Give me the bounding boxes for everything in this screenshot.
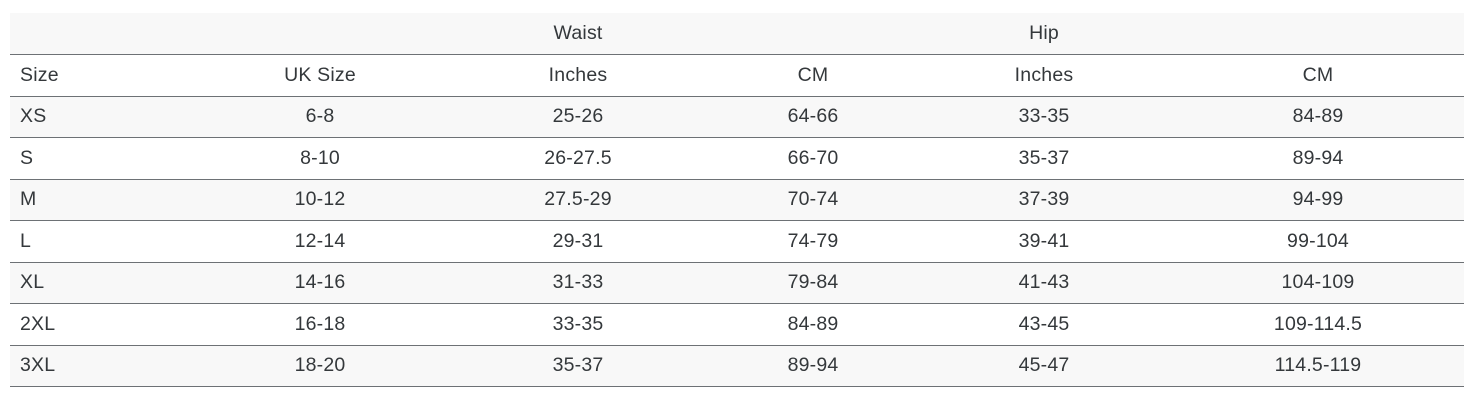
group-header-empty (10, 13, 194, 55)
hip-cm-cell: 109-114.5 (1273, 312, 1363, 335)
uk-size-cell: 6-8 (305, 105, 335, 128)
hip-cm-cell: 99-104 (1287, 229, 1349, 252)
column-header-size: Size (20, 63, 59, 86)
group-header-empty (710, 13, 916, 55)
column-header-waist-inches: Inches (548, 63, 608, 86)
group-header-waist: Waist (553, 22, 603, 44)
size-cell: 3XL (20, 354, 56, 377)
hip-inches-cell: 45-47 (1018, 354, 1070, 377)
waist-inches-cell: 33-35 (552, 312, 604, 335)
waist-cm-cell: 64-66 (787, 105, 839, 128)
hip-cm-cell: 84-89 (1292, 105, 1344, 128)
waist-inches-cell: 29-31 (552, 229, 604, 252)
size-chart-container: Waist Hip Size UK Size Inches CM Inches … (10, 13, 1464, 387)
column-header-hip-inches: Inches (1014, 63, 1074, 86)
column-header-hip-cm: CM (1302, 63, 1334, 86)
uk-size-cell: 10-12 (294, 188, 346, 211)
size-cell: S (20, 146, 34, 169)
hip-inches-cell: 35-37 (1018, 146, 1070, 169)
waist-cm-cell: 79-84 (787, 271, 839, 294)
table-row-xl: XL 14-16 31-33 79-84 41-43 104-109 (10, 262, 1464, 304)
uk-size-cell: 8-10 (300, 146, 340, 169)
waist-cm-cell: 84-89 (787, 312, 839, 335)
size-cell: XS (20, 105, 47, 128)
size-cell: XL (20, 271, 45, 294)
table-row-xs: XS 6-8 25-26 64-66 33-35 84-89 (10, 96, 1464, 138)
size-cell: L (20, 229, 32, 252)
table-row-s: S 8-10 26-27.5 66-70 35-37 89-94 (10, 137, 1464, 179)
hip-cm-cell: 114.5-119 (1274, 354, 1362, 377)
table-row-2xl: 2XL 16-18 33-35 84-89 43-45 109-114.5 (10, 303, 1464, 345)
waist-inches-cell: 31-33 (552, 271, 604, 294)
uk-size-cell: 14-16 (294, 271, 346, 294)
hip-inches-cell: 39-41 (1018, 229, 1070, 252)
hip-cm-cell: 89-94 (1292, 146, 1344, 169)
size-cell: M (20, 188, 37, 211)
group-header-empty (1172, 13, 1464, 55)
hip-inches-cell: 37-39 (1018, 188, 1070, 211)
waist-inches-cell: 26-27.5 (544, 146, 612, 169)
size-cell: 2XL (20, 312, 56, 335)
uk-size-cell: 16-18 (294, 312, 346, 335)
group-header-hip: Hip (1029, 22, 1059, 44)
uk-size-cell: 18-20 (294, 354, 346, 377)
group-header-empty (194, 13, 446, 55)
hip-inches-cell: 41-43 (1018, 271, 1070, 294)
table-row-m: M 10-12 27.5-29 70-74 37-39 94-99 (10, 179, 1464, 221)
hip-cm-cell: 104-109 (1281, 271, 1355, 294)
column-header-uk-size: UK Size (284, 63, 356, 86)
column-header-row: Size UK Size Inches CM Inches CM (10, 54, 1464, 96)
hip-inches-cell: 43-45 (1018, 312, 1070, 335)
waist-cm-cell: 66-70 (787, 146, 839, 169)
waist-inches-cell: 27.5-29 (544, 188, 612, 211)
waist-inches-cell: 25-26 (552, 105, 604, 128)
column-header-waist-cm: CM (797, 63, 829, 86)
table-row-l: L 12-14 29-31 74-79 39-41 99-104 (10, 220, 1464, 262)
waist-cm-cell: 74-79 (787, 229, 839, 252)
waist-cm-cell: 89-94 (787, 354, 839, 377)
group-header-row: Waist Hip (10, 13, 1464, 55)
waist-cm-cell: 70-74 (787, 188, 839, 211)
hip-inches-cell: 33-35 (1018, 105, 1070, 128)
uk-size-cell: 12-14 (294, 229, 346, 252)
hip-cm-cell: 94-99 (1292, 188, 1344, 211)
table-row-3xl: 3XL 18-20 35-37 89-94 45-47 114.5-119 (10, 345, 1464, 387)
size-chart-table: Waist Hip Size UK Size Inches CM Inches … (10, 13, 1464, 387)
waist-inches-cell: 35-37 (552, 354, 604, 377)
